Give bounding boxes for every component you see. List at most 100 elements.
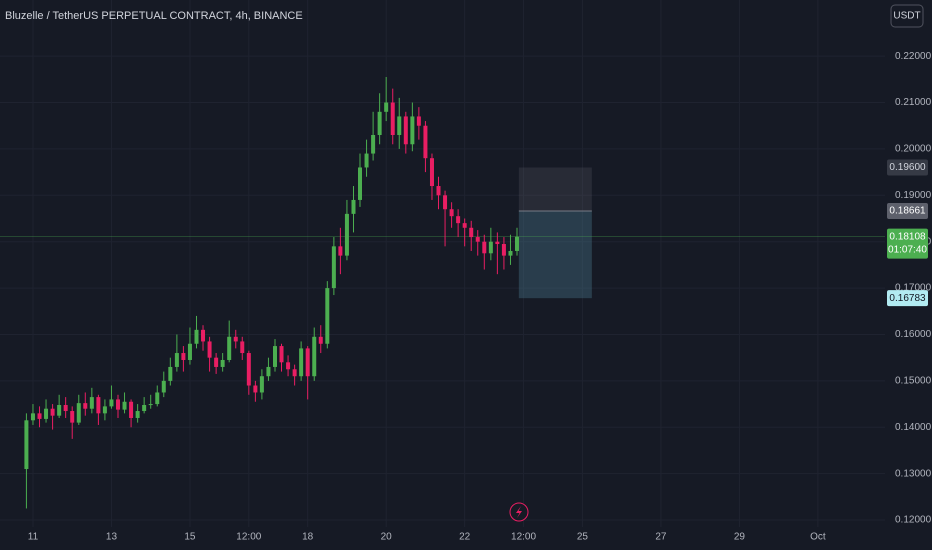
candle-body [279, 346, 284, 363]
candle-body [187, 343, 192, 360]
candle-body [456, 216, 461, 224]
y-tick-label: 0.13000 [895, 468, 932, 479]
candle-body [449, 209, 454, 217]
price-tag-label: 0.16783 [889, 293, 926, 304]
candle-body [148, 404, 153, 406]
y-tick-label: 0.22000 [895, 51, 932, 62]
candle-body [233, 336, 238, 342]
y-tick-label: 0.21000 [895, 97, 932, 108]
candle-body [142, 404, 147, 412]
grid [0, 0, 885, 527]
candle-body [462, 223, 467, 228]
candle-body [161, 380, 166, 393]
x-tick-label: 15 [184, 532, 196, 543]
price-tag [887, 159, 928, 176]
candle-body [37, 413, 42, 419]
candle-body [70, 411, 75, 423]
target-zone [518, 167, 592, 212]
candle-body [443, 195, 448, 210]
candle-body [482, 241, 487, 254]
candle-body [63, 404, 68, 412]
candle-body [253, 385, 258, 393]
candle-body [174, 353, 179, 367]
candle-body [286, 362, 291, 370]
candle-body [475, 237, 480, 242]
candle-body [168, 366, 173, 381]
price-tag [887, 228, 928, 259]
y-tick-label: 0.15000 [895, 376, 932, 387]
x-tick-label: Oct [810, 532, 826, 543]
candle-body [207, 341, 212, 358]
candle-body [214, 357, 219, 367]
candle-body [89, 397, 94, 409]
axes: 0.12000 0.13000 0.14000 0.15000 0.16000 0.170… [28, 51, 932, 543]
x-tick-label: 18 [302, 532, 314, 543]
candle-body [76, 403, 81, 423]
candle-body [24, 420, 29, 470]
candle-body [194, 329, 199, 344]
candle-body [364, 153, 369, 168]
candle-body [344, 213, 349, 256]
candle-body [96, 397, 101, 414]
x-tick-label: 12:00 [511, 532, 536, 543]
candle-body [429, 158, 434, 187]
y-tick-label: 0.16000 [895, 329, 932, 340]
candle-body [246, 353, 251, 386]
candle-body [240, 341, 245, 354]
candles [24, 77, 519, 509]
candle-body [508, 250, 513, 256]
candle-body [266, 366, 271, 377]
candle-body [514, 236, 519, 251]
candle-body [318, 336, 323, 344]
candle-body [423, 125, 428, 159]
y-tick-label: 0.20000 [895, 144, 932, 155]
candle-body [44, 408, 49, 419]
candle-body [83, 403, 88, 409]
candle-body [30, 413, 35, 421]
candle-body [501, 244, 506, 256]
candle-body [259, 376, 264, 393]
x-tick-label: 20 [381, 532, 393, 543]
x-tick-label: 29 [734, 532, 746, 543]
y-tick-label: 0.12000 [895, 515, 932, 526]
price-tag-label: 0.18108 [889, 231, 926, 242]
price-tag-label: 0.18661 [889, 206, 926, 217]
candle-body [116, 399, 121, 410]
candle-body [325, 288, 330, 344]
candle-body [403, 116, 408, 145]
candle-body [495, 241, 500, 245]
candle-body [135, 411, 140, 418]
candle-body [351, 199, 356, 214]
candle-body [397, 116, 402, 135]
candle-body [416, 116, 421, 126]
candle-body [272, 346, 277, 367]
candle-body [488, 241, 493, 254]
candle-body [109, 399, 114, 407]
price-tag [887, 290, 928, 307]
candle-body [305, 348, 310, 377]
currency-label[interactable]: USDT [893, 11, 920, 22]
x-tick-label: 22 [459, 532, 471, 543]
x-tick-label: 13 [106, 532, 118, 543]
candle-body [377, 111, 382, 135]
y-tick-label: 0.19000 [895, 190, 932, 201]
candle-body [371, 134, 376, 154]
candle-body [384, 102, 389, 112]
x-tick-label: 11 [28, 532, 39, 543]
candle-body [390, 102, 395, 135]
candle-body [122, 401, 127, 410]
y-tick-label: 0.17000 [895, 283, 932, 294]
y-tick-label: 0.14000 [895, 422, 932, 433]
event-bolt [516, 506, 522, 518]
price-tag-label: 0.19600 [889, 162, 926, 173]
candle-body [338, 246, 343, 256]
countdown: 01:07:40 [888, 244, 927, 255]
candle-body [102, 406, 107, 414]
candle-body [57, 404, 62, 416]
candle-body [181, 353, 186, 360]
currency-button[interactable] [890, 4, 924, 28]
price-tag [887, 203, 928, 220]
candle-body [358, 167, 363, 200]
